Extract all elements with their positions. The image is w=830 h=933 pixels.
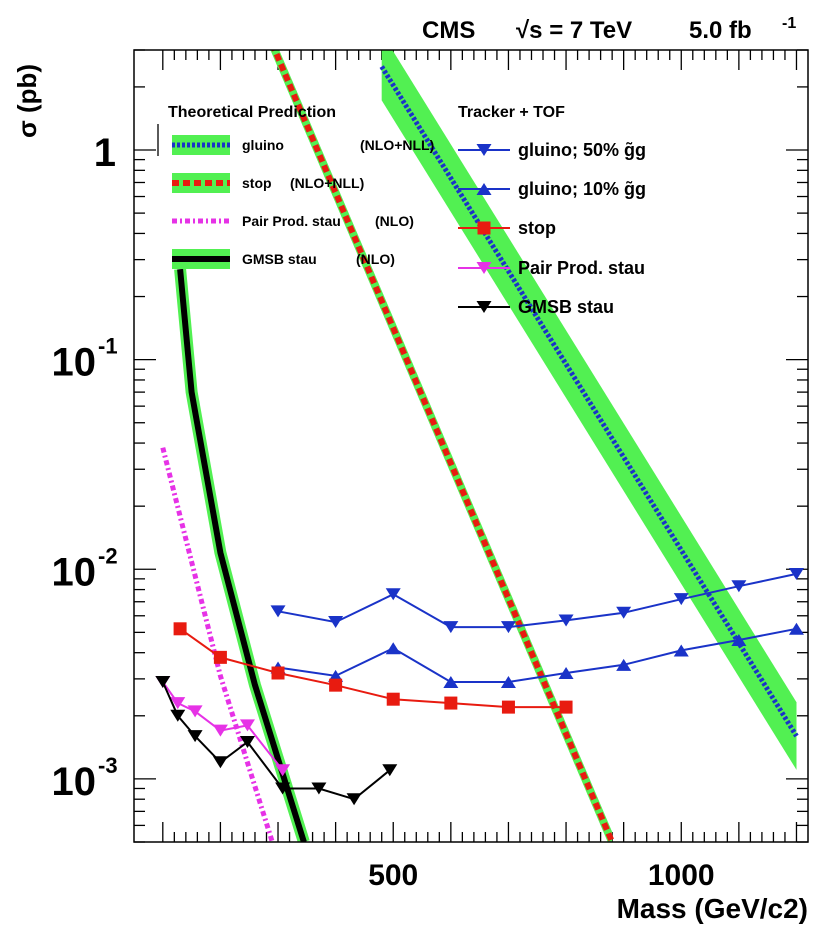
data-point-gluino-10 [616,658,632,671]
data-point-gluino-50 [443,621,459,634]
series-line-gluino-50 [277,572,797,629]
theory-band-gmsb-stau [174,268,310,842]
y-tick-label-exponent: -3 [98,753,118,778]
legend-data-marker-gluino-10 [476,183,492,195]
data-point-gmsb-stau [346,793,362,806]
data-point-gmsb-stau [187,730,203,743]
legend-data-gg-gluino-10: g̃g [624,179,646,199]
data-point-gluino-50 [731,580,747,593]
x-axis-label: Mass (GeV/c2) [617,893,808,924]
data-point-stop [386,692,400,706]
legend-data-label-gluino-10: gluino; 10% g̃g [518,179,646,199]
x-tick-label: 1000 [648,859,715,892]
data-point-gmsb-stau [275,782,291,795]
y-tick-label: 1 [94,131,116,175]
data-point-gluino-10 [558,667,574,680]
legend-theory-title: Theoretical Prediction [168,104,336,121]
header-experiment: CMS [422,17,475,44]
legend-data-title: Tracker + TOF [458,104,565,121]
legend-theory-label-pair-stau: Pair Prod. stau [242,213,341,229]
data-point-stop [501,700,515,714]
legend-data-marker-gmsb-stau [476,301,492,313]
data-point-gluino-50 [500,621,516,634]
y-tick-label: 10 [52,760,97,804]
data-point-pair-stau [239,719,255,732]
header-energy: √s = 7 TeV [516,17,632,44]
data-point-gluino-50 [328,616,344,629]
legend-data-label-gmsb-stau: GMSB stau [518,297,614,317]
data-point-stop [329,678,343,692]
y-tick-label: 10 [52,550,97,594]
legend-data: Tracker + TOF gluino; 50% g̃g gluino; 10%… [458,104,646,317]
x-tick-label: 500 [368,859,418,892]
data-point-pair-stau [187,705,203,718]
legend-theory-label-stop: stop [242,175,272,191]
data-point-stop [559,700,573,714]
legend-theory-order-gluino: (NLO+NLL) [360,137,434,153]
data-point-gluino-10 [443,675,459,688]
data-point-gluino-10 [673,644,689,657]
theory-curve-stop [271,50,615,842]
data-point-gluino-50 [385,588,401,601]
data-point-gmsb-stau [155,675,171,688]
legend-data-label-pair-stau: Pair Prod. stau [518,258,645,278]
data-point-pair-stau [275,764,291,777]
data-point-gluino-10 [731,633,747,646]
data-point-stop [444,696,458,710]
theory-curve-gmsb-stau [177,268,307,842]
legend-data-label-gluino-50: gluino; 50% g̃g [518,140,646,160]
plot-frame [133,49,809,843]
theory-curve-pair-stau [160,447,275,842]
theory-curve-gluino [379,65,799,738]
legend-theory-order-pair-stau: (NLO) [375,213,414,229]
data-point-gluino-50 [788,567,804,580]
data-point-gluino-50 [270,605,286,618]
legend-theory-label-gmsb-stau: GMSB stau [242,251,317,267]
legend-theory: Theoretical Prediction gluino (NLO+NLL) st… [157,104,434,269]
data-point-pair-stau [170,697,186,710]
legend-theory-order-stop: (NLO+NLL) [290,175,364,191]
y-axis-label: σ (pb) [12,64,42,138]
series-line-stop [179,627,567,709]
header-lumi: 5.0 fb [689,17,752,44]
data-point-pair-stau [212,724,228,737]
y-tick-label-exponent: -2 [98,543,118,568]
data-point-gmsb-stau [239,735,255,748]
data-point-gluino-10 [788,622,804,635]
data-point-stop [271,666,285,680]
data-point-gmsb-stau [382,764,398,777]
legend-theory-label-gluino: gluino [242,137,284,153]
data-point-gluino-50 [673,593,689,606]
data-point-gluino-10 [385,642,401,655]
data-point-gluino-50 [558,614,574,627]
data-point-gluino-50 [616,606,632,619]
legend-theory-order-gmsb-stau: (NLO) [356,251,395,267]
data-point-gmsb-stau [311,782,327,795]
header-lumi-exponent: -1 [782,15,796,32]
data-point-gmsb-stau [212,756,228,769]
legend-data-marker-pair-stau [476,262,492,274]
data-point-stop [173,622,187,636]
y-tick-label: 10 [52,341,97,385]
legend-data-marker-stop [477,221,491,235]
data-point-stop [213,650,227,664]
y-tick-label-exponent: -1 [98,334,118,359]
legend-data-label-stop: stop [518,218,556,238]
series-line-gluino-10 [277,627,797,683]
legend-data-gg-gluino-50: g̃g [624,140,646,160]
legend-data-marker-gluino-50 [476,144,492,156]
legend-theory-swatch-band [172,135,230,155]
data-point-gluino-10 [500,675,516,688]
data-point-gmsb-stau [170,709,186,722]
